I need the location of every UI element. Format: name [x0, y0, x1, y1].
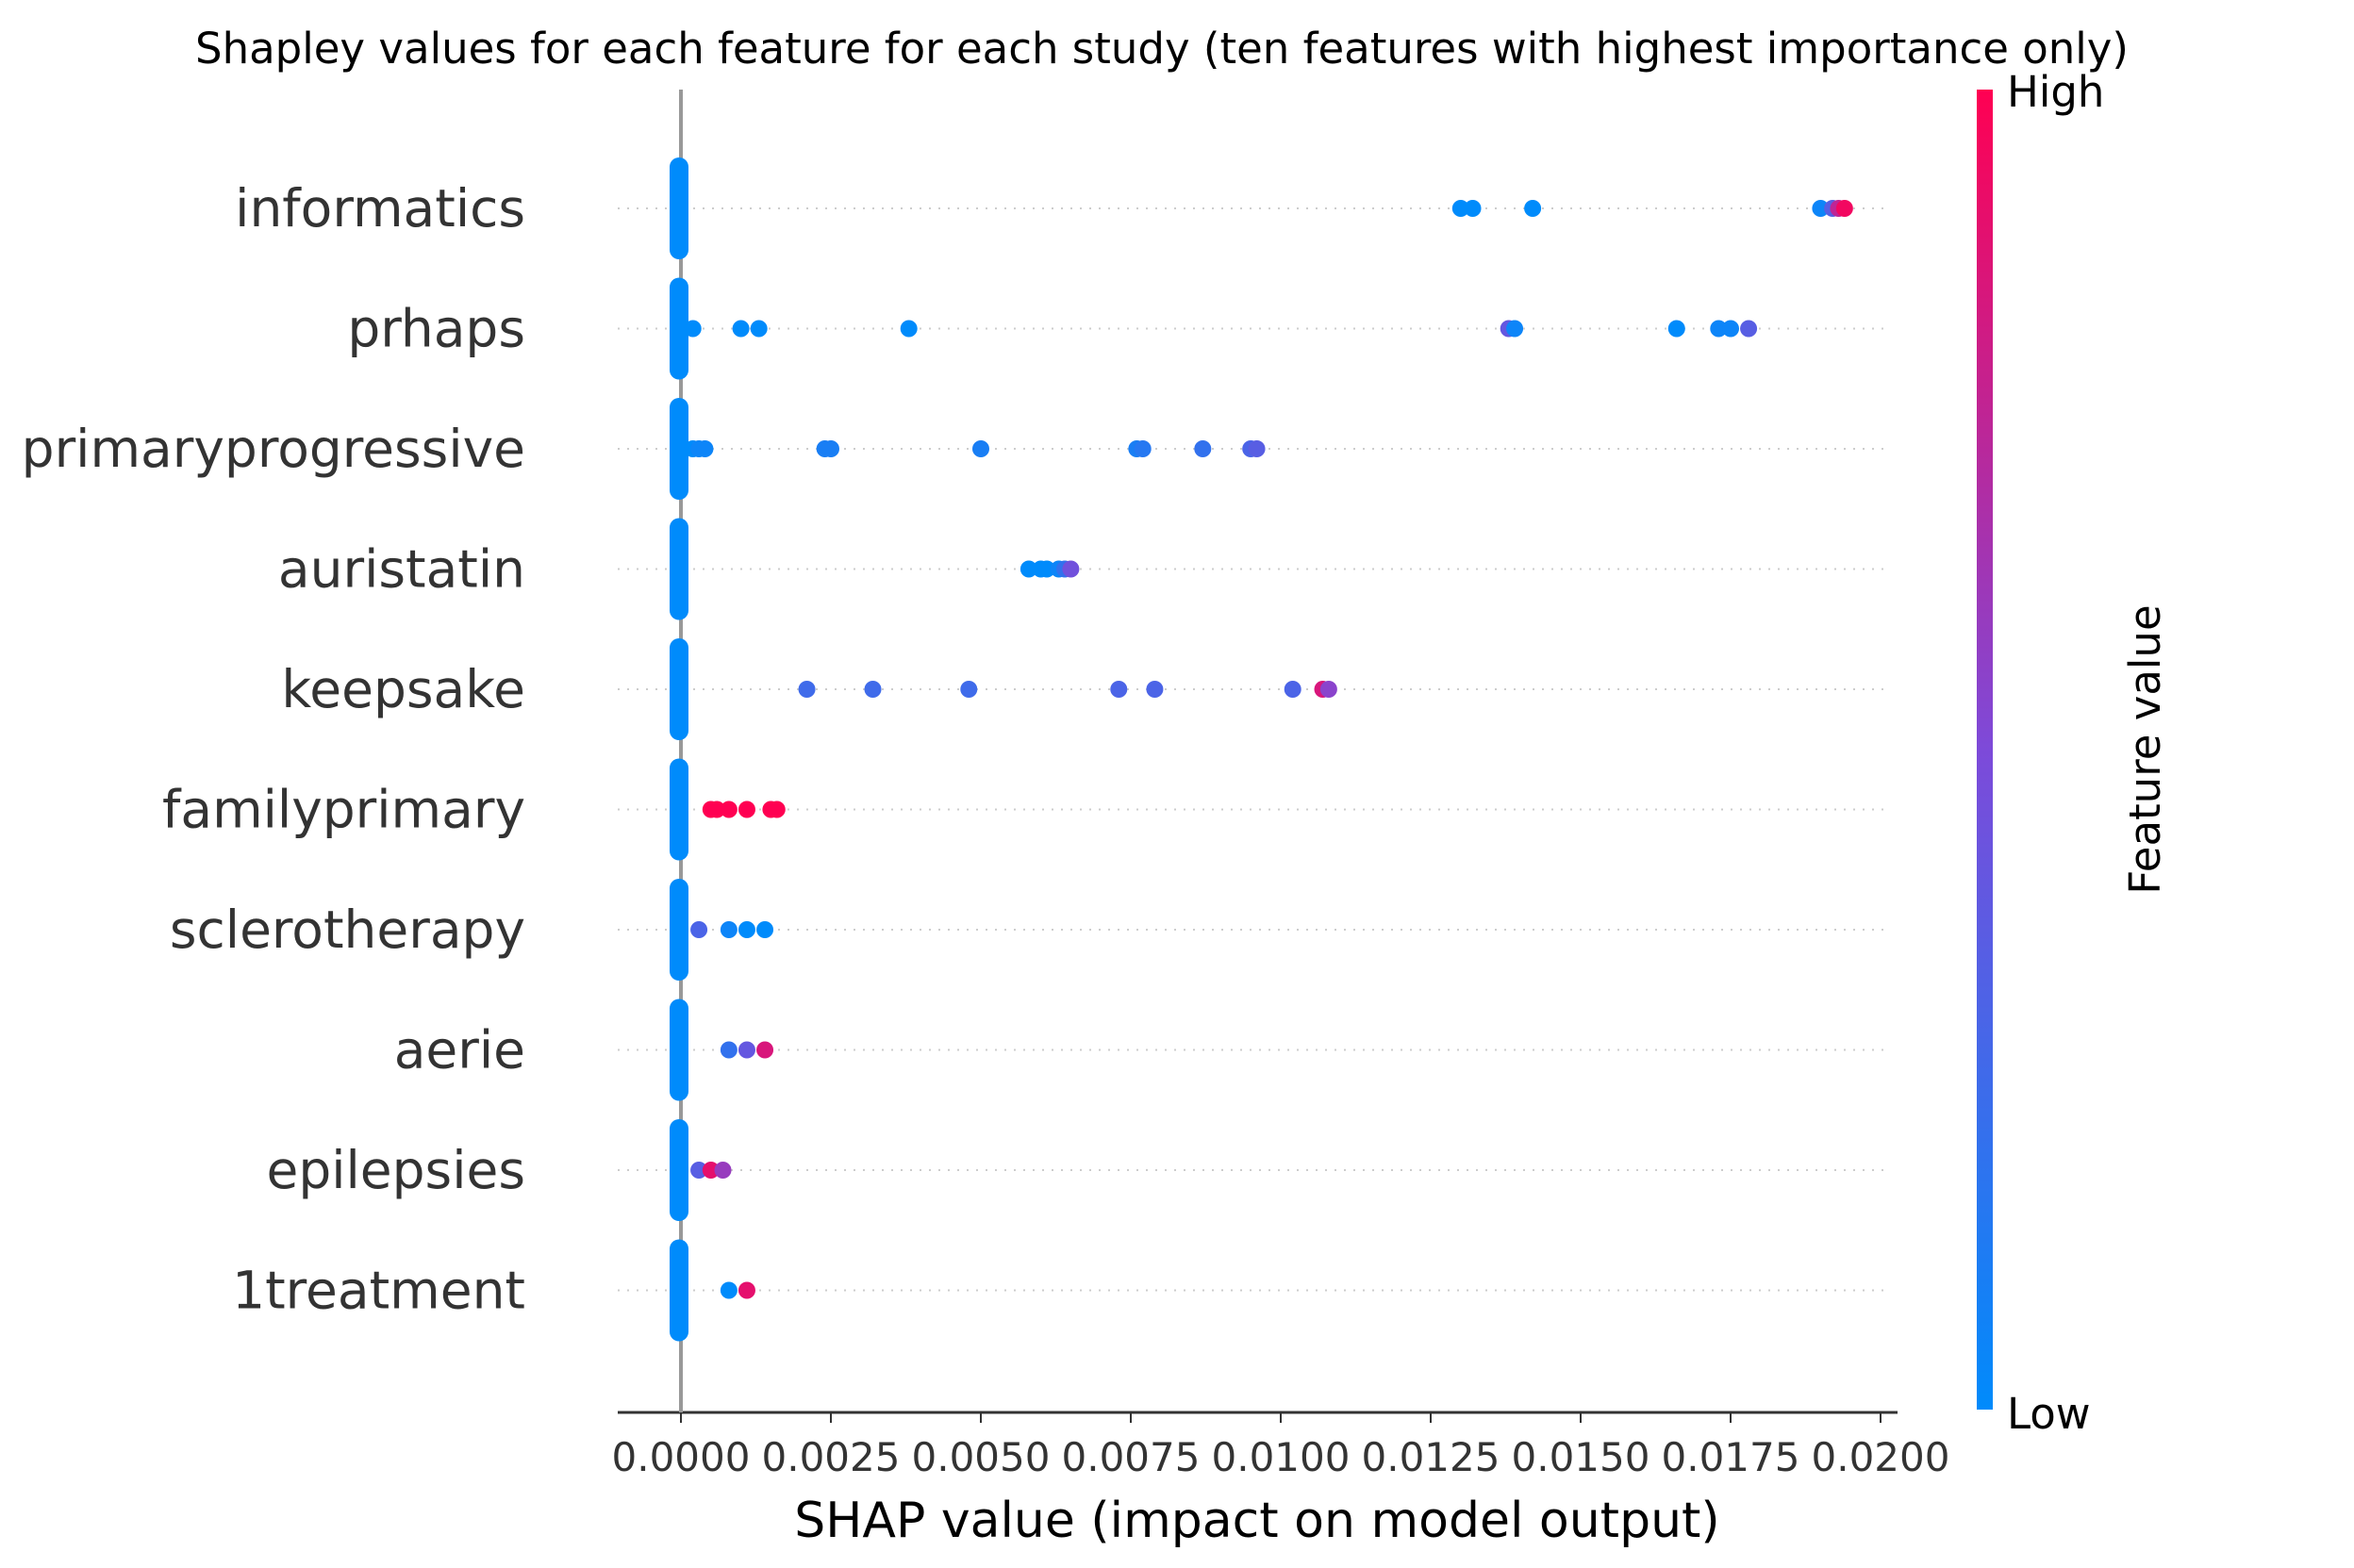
x-tick-label-2: 0.0050 — [912, 1434, 1051, 1480]
point-1treatment-0 — [720, 1281, 738, 1299]
point-sclerotherapy-3 — [756, 921, 774, 938]
zero-cluster-prhaps — [670, 277, 688, 380]
point-keepsake-7 — [1319, 681, 1337, 698]
point-epilepsies-0 — [690, 1162, 708, 1179]
zero-cluster-familyprimary — [670, 758, 688, 861]
point-keepsake-5 — [1284, 681, 1301, 698]
zero-cluster-primaryprogressive — [670, 398, 688, 500]
colorbar-high-label: High — [2007, 67, 2104, 117]
x-axis-label: SHAP value (impact on model output) — [794, 1493, 1719, 1549]
point-informatics-1 — [1464, 200, 1482, 217]
point-prhaps-9 — [1740, 320, 1758, 338]
x-tick-label-5: 0.0125 — [1362, 1434, 1500, 1480]
zero-cluster-epilepsies — [670, 1119, 688, 1221]
x-tick-label-3: 0.0075 — [1062, 1434, 1201, 1480]
point-informatics-3 — [1812, 200, 1830, 217]
point-aerie-0 — [720, 1041, 738, 1059]
point-sclerotherapy-1 — [720, 921, 738, 938]
point-prhaps-3 — [900, 320, 918, 338]
feature-label-familyprimary: familyprimary — [162, 780, 525, 840]
point-informatics-0 — [1451, 200, 1469, 217]
feature-label-primaryprogressive: primaryprogressive — [22, 419, 525, 479]
point-informatics-2 — [1524, 200, 1542, 217]
zero-cluster-aerie — [670, 999, 688, 1101]
point-keepsake-1 — [864, 681, 882, 698]
point-prhaps-1 — [732, 320, 750, 338]
point-prhaps-7 — [1710, 320, 1728, 338]
point-familyprimary-3 — [738, 801, 755, 818]
colorbar-low-label: Low — [2007, 1389, 2091, 1439]
zero-cluster-auristatin — [670, 518, 688, 620]
point-auristatin-0 — [1020, 560, 1037, 578]
feature-label-prhaps: prhaps — [347, 299, 525, 359]
point-sclerotherapy-0 — [690, 921, 708, 938]
zero-cluster-1treatment — [670, 1239, 688, 1342]
x-tick-label-1: 0.0025 — [762, 1434, 901, 1480]
point-primaryprogressive-5 — [972, 440, 989, 457]
point-sclerotherapy-2 — [738, 921, 755, 938]
chart-title: Shapley values for each feature for each… — [195, 24, 2129, 74]
point-prhaps-8 — [1722, 320, 1739, 338]
feature-label-sclerotherapy: sclerotherapy — [170, 900, 525, 960]
point-epilepsies-1 — [702, 1162, 720, 1179]
feature-label-auristatin: auristatin — [278, 539, 525, 600]
zero-cluster-keepsake — [670, 638, 688, 740]
feature-label-1treatment: 1treatment — [232, 1261, 525, 1321]
point-auristatin-5 — [1062, 560, 1080, 578]
gridlines — [618, 207, 1891, 1292]
feature-label-informatics: informatics — [235, 178, 525, 239]
point-aerie-1 — [738, 1041, 755, 1059]
point-epilepsies-2 — [714, 1162, 732, 1179]
point-keepsake-3 — [1110, 681, 1128, 698]
point-prhaps-2 — [750, 320, 768, 338]
x-tick-label-0: 0.0000 — [612, 1434, 751, 1480]
point-keepsake-0 — [798, 681, 816, 698]
point-informatics-6 — [1835, 200, 1853, 217]
point-familyprimary-1 — [708, 801, 726, 818]
x-axis-ticks: 0.0000 0.0025 0.0050 0.0075 0.0100 0.0125 0.01… — [612, 1412, 1950, 1480]
feature-labels: informatics prhaps primaryprogressive auris… — [22, 178, 525, 1321]
point-auristatin-2 — [1037, 560, 1055, 578]
point-familyprimary-5 — [768, 801, 786, 818]
point-primaryprogressive-4 — [822, 440, 839, 457]
point-primaryprogressive-8 — [1194, 440, 1212, 457]
feature-label-keepsake: keepsake — [281, 659, 525, 719]
point-prhaps-5 — [1506, 320, 1524, 338]
colorbar-title: Feature value — [2120, 604, 2170, 894]
points-layer — [670, 157, 1853, 1342]
point-prhaps-6 — [1667, 320, 1685, 338]
feature-label-aerie: aerie — [394, 1020, 525, 1081]
point-prhaps-0 — [684, 320, 702, 338]
point-familyprimary-2 — [720, 801, 738, 818]
x-tick-label-8: 0.0200 — [1812, 1434, 1950, 1480]
point-keepsake-2 — [960, 681, 978, 698]
point-primaryprogressive-2 — [696, 440, 714, 457]
point-primaryprogressive-10 — [1248, 440, 1266, 457]
x-tick-label-4: 0.0100 — [1212, 1434, 1351, 1480]
x-tick-label-6: 0.0150 — [1512, 1434, 1650, 1480]
zero-cluster-informatics — [670, 157, 688, 259]
x-tick-label-7: 0.0175 — [1662, 1434, 1800, 1480]
point-primaryprogressive-7 — [1134, 440, 1152, 457]
point-aerie-2 — [756, 1041, 774, 1059]
point-keepsake-4 — [1146, 681, 1164, 698]
point-1treatment-1 — [738, 1281, 755, 1299]
feature-label-epilepsies: epilepsies — [267, 1140, 526, 1200]
zero-cluster-sclerotherapy — [670, 879, 688, 981]
colorbar — [1977, 90, 1993, 1410]
